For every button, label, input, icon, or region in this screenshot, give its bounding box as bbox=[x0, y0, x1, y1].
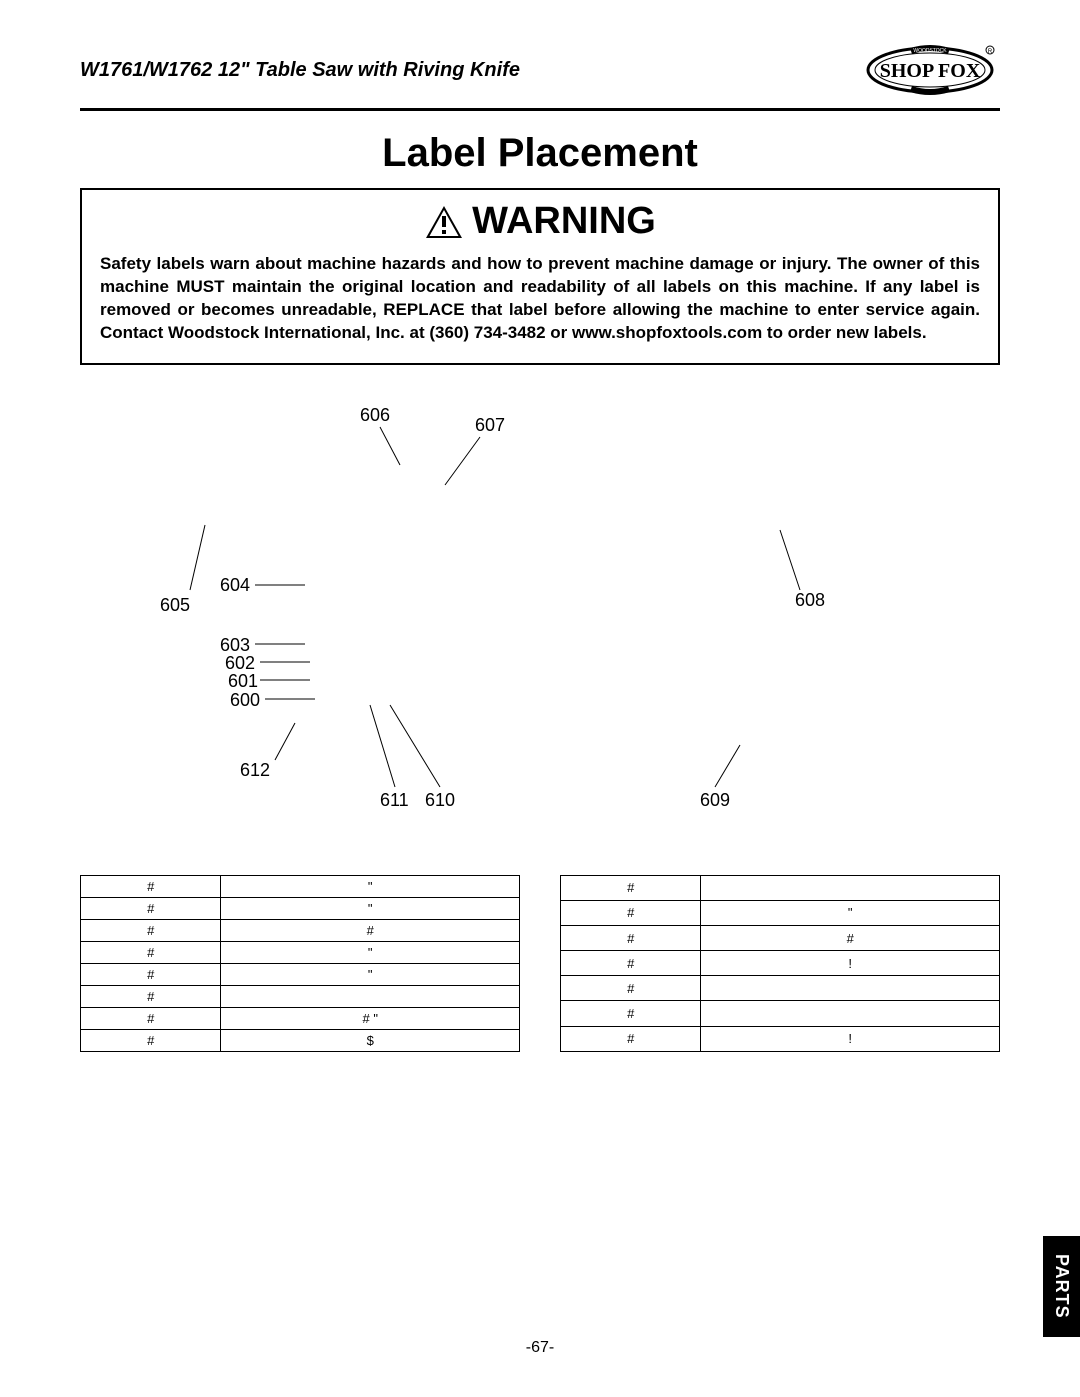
svg-text:R: R bbox=[988, 49, 993, 55]
warning-heading: WARNING bbox=[100, 200, 980, 243]
table-cell: # bbox=[561, 926, 701, 951]
table-cell: # bbox=[561, 875, 701, 900]
table-row: # bbox=[561, 875, 1000, 900]
table-cell: " bbox=[221, 963, 520, 985]
diagram-label: 606 bbox=[360, 405, 390, 426]
warning-head-text: WARNING bbox=[472, 200, 656, 243]
table-cell: # bbox=[561, 900, 701, 925]
table-row: ## bbox=[81, 919, 520, 941]
table-cell: " bbox=[221, 897, 520, 919]
diagram-label: 608 bbox=[795, 590, 825, 611]
table-cell: # bbox=[561, 1026, 701, 1051]
table-cell: " bbox=[221, 941, 520, 963]
diagram-label: 604 bbox=[220, 575, 250, 596]
shop-fox-logo: SHOP FOX WOODSTOCK R bbox=[860, 40, 1000, 100]
diagram-label: 612 bbox=[240, 760, 270, 781]
table-cell: # bbox=[561, 951, 701, 976]
svg-text:SHOP FOX: SHOP FOX bbox=[880, 60, 981, 82]
warning-box: WARNING Safety labels warn about machine… bbox=[80, 188, 1000, 365]
page-number: -67- bbox=[0, 1339, 1080, 1357]
table-cell: " bbox=[701, 900, 1000, 925]
table-cell: " bbox=[221, 875, 520, 897]
table-cell: ! bbox=[701, 951, 1000, 976]
table-cell bbox=[701, 1001, 1000, 1026]
table-cell: # bbox=[561, 1001, 701, 1026]
tables-row: #"#"###"#"### "#$ ##"###!###! bbox=[80, 875, 1000, 1052]
table-row: #" bbox=[561, 900, 1000, 925]
table-row: #" bbox=[81, 963, 520, 985]
warning-body: Safety labels warn about machine hazards… bbox=[100, 253, 980, 345]
product-title: W1761/W1762 12" Table Saw with Riving Kn… bbox=[80, 59, 520, 82]
diagram-label: 605 bbox=[160, 595, 190, 616]
page: W1761/W1762 12" Table Saw with Riving Kn… bbox=[0, 0, 1080, 1397]
table-cell: # bbox=[81, 941, 221, 963]
table-row: ## " bbox=[81, 1007, 520, 1029]
table-cell bbox=[701, 875, 1000, 900]
table-row: #" bbox=[81, 941, 520, 963]
diagram-lines bbox=[80, 395, 1000, 835]
table-row: #! bbox=[561, 951, 1000, 976]
label-placement-diagram: 606607605604603602601600612611610608609 bbox=[80, 395, 1000, 835]
table-cell bbox=[221, 985, 520, 1007]
diagram-label: 601 bbox=[228, 671, 258, 692]
warning-icon bbox=[424, 204, 464, 240]
table-cell: # bbox=[81, 897, 221, 919]
table-cell bbox=[701, 976, 1000, 1001]
table-row: #! bbox=[561, 1026, 1000, 1051]
parts-side-tab: PARTS bbox=[1043, 1236, 1080, 1337]
table-row: #" bbox=[81, 875, 520, 897]
table-cell: # bbox=[81, 963, 221, 985]
parts-table-left: #"#"###"#"### "#$ bbox=[80, 875, 520, 1052]
table-row: #" bbox=[81, 897, 520, 919]
diagram-label: 600 bbox=[230, 690, 260, 711]
table-cell: # bbox=[81, 1007, 221, 1029]
diagram-label: 607 bbox=[475, 415, 505, 436]
table-cell: $ bbox=[221, 1029, 520, 1051]
table-cell: # " bbox=[221, 1007, 520, 1029]
table-row: # bbox=[561, 1001, 1000, 1026]
header-rule bbox=[80, 108, 1000, 111]
table-row: # bbox=[81, 985, 520, 1007]
section-title: Label Placement bbox=[80, 131, 1000, 176]
table-cell: # bbox=[561, 976, 701, 1001]
diagram-label: 611 bbox=[380, 790, 409, 811]
diagram-label: 610 bbox=[425, 790, 455, 811]
parts-table-right: ##"###!###! bbox=[560, 875, 1000, 1052]
table-cell: # bbox=[81, 919, 221, 941]
table-cell: # bbox=[81, 875, 221, 897]
table-row: #$ bbox=[81, 1029, 520, 1051]
table-cell: # bbox=[81, 1029, 221, 1051]
header-row: W1761/W1762 12" Table Saw with Riving Kn… bbox=[80, 40, 1000, 100]
svg-text:WOODSTOCK: WOODSTOCK bbox=[913, 48, 947, 54]
table-cell: # bbox=[701, 926, 1000, 951]
table-row: ## bbox=[561, 926, 1000, 951]
table-cell: # bbox=[81, 985, 221, 1007]
table-cell: ! bbox=[701, 1026, 1000, 1051]
table-row: # bbox=[561, 976, 1000, 1001]
diagram-label: 609 bbox=[700, 790, 730, 811]
table-cell: # bbox=[221, 919, 520, 941]
